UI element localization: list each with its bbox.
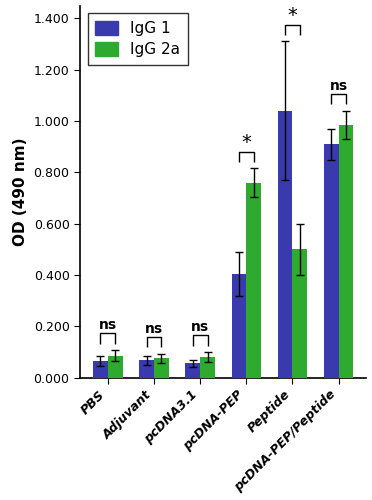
Bar bbox=[139, 360, 154, 378]
Bar bbox=[154, 358, 169, 378]
Bar bbox=[185, 364, 200, 378]
Bar bbox=[200, 357, 215, 378]
Bar bbox=[292, 250, 307, 378]
Bar bbox=[108, 356, 122, 378]
Text: ns: ns bbox=[145, 322, 163, 336]
Legend: IgG 1, IgG 2a: IgG 1, IgG 2a bbox=[88, 13, 188, 64]
Text: ns: ns bbox=[191, 320, 209, 334]
Bar bbox=[93, 361, 108, 378]
Text: ns: ns bbox=[99, 318, 117, 332]
Y-axis label: OD (490 nm): OD (490 nm) bbox=[13, 138, 28, 246]
Text: *: * bbox=[288, 6, 297, 25]
Bar bbox=[278, 111, 292, 378]
Text: *: * bbox=[241, 133, 251, 152]
Bar bbox=[324, 144, 339, 378]
Bar bbox=[339, 125, 353, 378]
Bar bbox=[231, 274, 246, 378]
Text: ns: ns bbox=[330, 79, 348, 93]
Bar bbox=[246, 182, 261, 378]
